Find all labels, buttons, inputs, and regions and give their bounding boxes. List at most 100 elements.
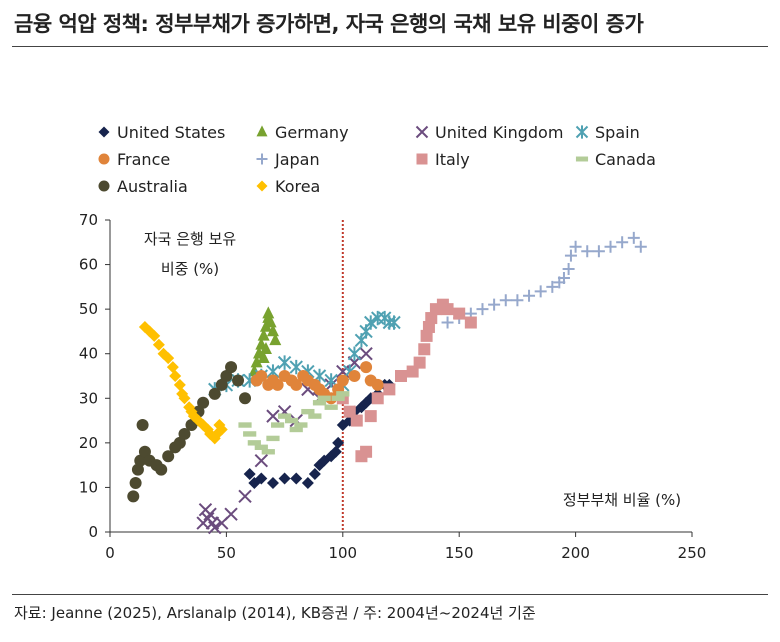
chart-axes: 0 10 20 30 40 50 60 70 0 50 100 150 200 250: [79, 211, 706, 562]
x-tick-label: 250: [678, 544, 707, 562]
data-point-australia: [162, 450, 175, 463]
legend-label-australia: Australia: [117, 177, 188, 196]
data-point-australia: [136, 419, 149, 432]
data-point-italy: [350, 414, 363, 427]
data-point-australia: [129, 476, 142, 489]
data-point-japan: [511, 294, 524, 307]
data-point-canada: [261, 449, 275, 455]
series-germany: [248, 306, 282, 377]
y-tick-label: 40: [79, 345, 98, 363]
data-point-spain: [371, 310, 385, 326]
legend-marker-germany: [256, 125, 268, 137]
data-point-italy: [371, 392, 384, 405]
data-point-korea: [178, 392, 191, 405]
data-point-korea: [162, 352, 175, 365]
x-tick-label: 0: [105, 544, 115, 562]
data-point-australia: [232, 374, 245, 387]
data-point-france: [325, 392, 338, 405]
data-point-australia: [197, 396, 210, 409]
title-divider: [12, 46, 768, 47]
x-tick-label: 150: [445, 544, 474, 562]
data-point-japan: [562, 263, 575, 276]
data-point-canada: [284, 417, 299, 424]
data-point-japan: [546, 280, 559, 293]
data-point-canada: [289, 426, 303, 433]
data-point-canada: [317, 395, 331, 401]
data-point-france: [271, 378, 284, 391]
data-point-japan: [557, 271, 570, 284]
data-point-italy: [364, 410, 377, 423]
data-point-united-states: [329, 445, 342, 458]
data-point-australia: [220, 370, 233, 382]
x-tick-label: 100: [328, 544, 357, 562]
legend-label-japan: Japan: [274, 150, 320, 169]
legend-marker-united-states: [98, 126, 110, 138]
y-axis-title-line-2: 비중 (%): [161, 260, 219, 278]
chart-plot-area: [127, 220, 647, 535]
y-tick-label: 60: [79, 256, 98, 274]
data-point-united-states: [266, 476, 279, 489]
data-point-canada: [312, 400, 327, 406]
x-axis-title: 정부부채 비율 (%): [563, 491, 681, 509]
data-point-united-states: [255, 472, 268, 485]
data-point-canada: [336, 391, 350, 397]
series-korea: [138, 320, 228, 445]
legend-marker-korea: [256, 180, 268, 192]
data-point-italy: [441, 303, 454, 316]
data-point-united-kingdom: [266, 409, 280, 423]
data-point-italy: [383, 383, 396, 396]
legend-marker-united-kingdom: [415, 125, 429, 139]
legend-marker-japan: [256, 153, 268, 165]
data-point-germany: [259, 342, 272, 355]
page-title: 금융 억압 정책: 정부부채가 증가하면, 자국 은행의 국채 보유 비중이 증…: [14, 12, 644, 36]
legend-marker-canada: [575, 156, 589, 162]
data-point-korea: [169, 370, 182, 382]
series-canada: [238, 391, 350, 455]
series-japan: [441, 231, 647, 329]
legend-marker-spain: [575, 125, 589, 139]
data-point-japan: [616, 236, 629, 249]
legend-label-united-states: United States: [117, 123, 225, 142]
data-point-united-kingdom: [359, 347, 373, 361]
data-point-canada: [238, 422, 252, 428]
data-point-germany: [250, 355, 263, 368]
data-point-spain: [347, 346, 362, 361]
data-point-japan: [534, 285, 547, 298]
legend-label-united-kingdom: United Kingdom: [435, 123, 563, 142]
data-point-germany: [257, 350, 270, 363]
y-tick-label: 20: [79, 434, 98, 452]
data-point-canada: [301, 408, 315, 415]
y-axis-title-line-1: 자국 은행 보유: [144, 230, 237, 248]
data-point-korea: [166, 361, 179, 374]
data-point-canada: [254, 444, 268, 451]
data-point-germany: [269, 333, 282, 346]
data-point-japan: [634, 240, 647, 253]
data-point-australia: [155, 463, 168, 476]
data-point-japan: [564, 249, 577, 262]
data-point-france: [290, 378, 303, 391]
data-point-germany: [266, 324, 279, 337]
data-point-france: [336, 374, 349, 387]
data-point-canada: [243, 431, 257, 437]
data-point-japan: [627, 231, 640, 244]
y-tick-label: 30: [79, 389, 98, 407]
data-point-japan: [569, 240, 582, 253]
legend-label-germany: Germany: [275, 123, 349, 142]
data-point-australia: [178, 427, 191, 440]
data-point-united-kingdom: [203, 507, 217, 521]
legend-label-canada: Canada: [595, 150, 656, 169]
legend-label-france: France: [117, 150, 170, 169]
data-point-japan: [523, 289, 536, 302]
source-divider: [12, 594, 768, 595]
data-point-united-states: [301, 476, 314, 489]
data-point-canada: [331, 395, 345, 401]
data-point-france: [371, 378, 384, 391]
source-note: 자료: Jeanne (2025), Arslanalp (2014), KB증…: [14, 604, 536, 622]
data-point-united-kingdom: [254, 453, 269, 468]
data-point-japan: [441, 316, 454, 329]
data-point-korea: [173, 378, 186, 391]
data-point-canada: [271, 422, 285, 428]
data-point-japan: [581, 245, 594, 258]
data-point-italy: [395, 370, 407, 382]
